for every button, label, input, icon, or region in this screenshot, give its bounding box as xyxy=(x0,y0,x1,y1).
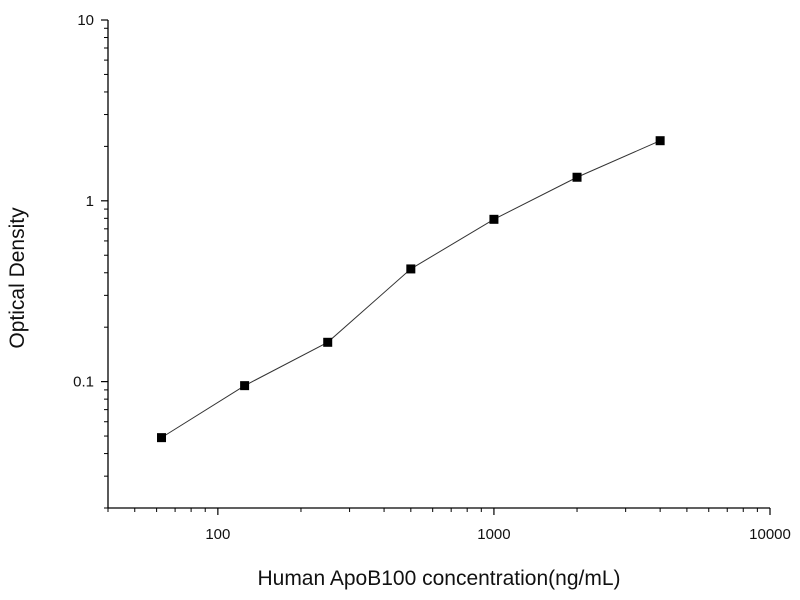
x-axis-title: Human ApoB100 concentration(ng/mL) xyxy=(257,567,620,590)
x-tick-label: 10000 xyxy=(749,526,791,543)
data-point-marker xyxy=(157,433,167,443)
y-axis-title: Optical Density xyxy=(6,207,29,349)
series-line xyxy=(161,140,661,439)
data-point-marker xyxy=(572,172,582,182)
data-point-marker xyxy=(655,136,665,146)
y-tick-label: 10 xyxy=(77,12,94,29)
axes xyxy=(107,20,770,509)
data-point-marker xyxy=(240,381,250,391)
data-series xyxy=(157,136,665,443)
x-tick-label: 1000 xyxy=(477,526,510,543)
x-tick-label: 100 xyxy=(205,526,230,543)
data-point-marker xyxy=(489,214,499,224)
tick-labels: 100 1000 10000 0.1 1 10 xyxy=(73,12,791,543)
data-point-marker xyxy=(323,337,333,347)
y-tick-label: 0.1 xyxy=(73,374,94,391)
y-tick-label: 1 xyxy=(86,193,94,210)
tick-marks xyxy=(101,19,771,515)
data-point-marker xyxy=(406,264,416,274)
